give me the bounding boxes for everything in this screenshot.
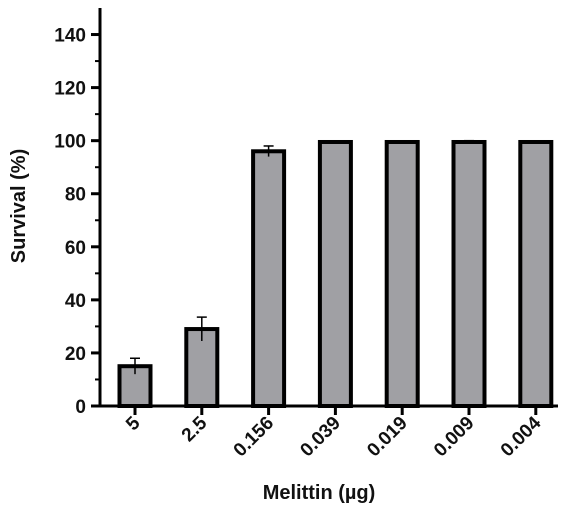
bar — [317, 139, 353, 408]
x-tick-label: 0.004 — [497, 412, 546, 461]
x-axis-title: Melittin (µg) — [263, 482, 376, 504]
x-tick-label: 0.009 — [430, 413, 478, 461]
y-tick-label: 120 — [54, 79, 86, 100]
x-tick-label: 0.156 — [230, 413, 278, 461]
y-axis-title: Survival (%) — [8, 149, 30, 263]
bar — [518, 139, 554, 408]
y-tick-label: 40 — [65, 291, 86, 312]
x-tick-label: 5 — [122, 412, 145, 435]
y-tick-label: 20 — [65, 344, 86, 365]
bar — [451, 139, 487, 408]
bar — [384, 139, 420, 408]
x-axis: 5 2.5 0.156 0.039 0.019 0.009 0.004 — [98, 404, 558, 461]
y-tick-label: 140 — [54, 26, 86, 47]
x-tick-label: 0.039 — [296, 413, 344, 461]
bars — [117, 139, 554, 409]
y-tick-label: 80 — [65, 185, 86, 206]
y-tick-label: 0 — [75, 397, 86, 418]
bar — [184, 327, 220, 409]
x-tick-label: 0.019 — [363, 413, 411, 461]
x-tick-label: 2.5 — [178, 412, 212, 446]
y-tick-label: 100 — [54, 132, 86, 153]
y-tick-label: 60 — [65, 238, 86, 259]
bar — [251, 149, 287, 408]
y-axis: 0 20 40 60 80 100 120 140 — [54, 8, 102, 418]
